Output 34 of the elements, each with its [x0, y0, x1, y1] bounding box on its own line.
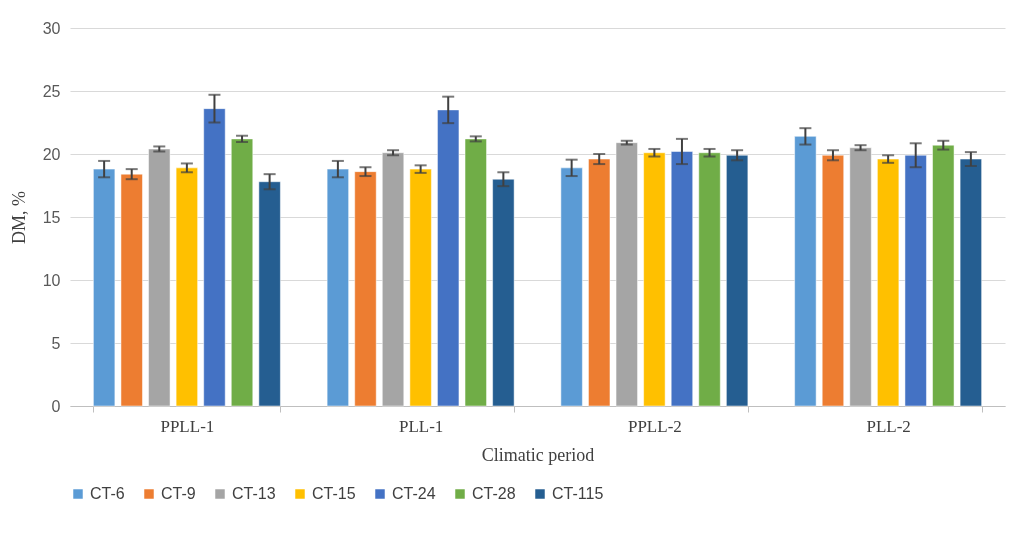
- bar: [492, 178, 515, 407]
- bar: [93, 168, 116, 407]
- x-axis-title: Climatic period: [481, 444, 595, 465]
- y-tick-label: 15: [42, 208, 61, 226]
- legend-label: CT-15: [312, 485, 356, 502]
- x-tick-label: PPLL-1: [160, 416, 215, 436]
- bar: [726, 155, 749, 407]
- bar: [203, 108, 226, 407]
- legend-label: CT-115: [552, 485, 604, 502]
- bar: [258, 181, 281, 407]
- y-tick-label: 30: [42, 19, 61, 37]
- bar: [588, 158, 611, 407]
- x-tick-label: PPLL-2: [627, 416, 682, 436]
- bar: [904, 155, 927, 407]
- x-tick-label: PLL-2: [866, 416, 911, 436]
- bar: [670, 151, 693, 407]
- y-tick-label: 5: [51, 334, 61, 352]
- legend-label: CT-6: [90, 485, 125, 502]
- y-axis-title: DM, %: [8, 191, 29, 244]
- legend-label: CT-28: [472, 485, 516, 502]
- bar: [560, 167, 583, 407]
- legend-label: CT-13: [232, 485, 276, 502]
- y-tick-label: 0: [51, 397, 61, 415]
- bar: [326, 168, 349, 407]
- x-tick-label: PLL-1: [398, 416, 444, 436]
- legend-label: CT-9: [161, 485, 196, 502]
- bar: [821, 155, 844, 407]
- bar: [959, 158, 982, 407]
- y-tick-label: 25: [42, 82, 61, 100]
- y-tick-label: 10: [42, 271, 61, 289]
- y-tick-label: 20: [42, 145, 61, 163]
- bar: [794, 136, 817, 407]
- legend-label: CT-24: [392, 485, 436, 502]
- bar: [437, 109, 460, 407]
